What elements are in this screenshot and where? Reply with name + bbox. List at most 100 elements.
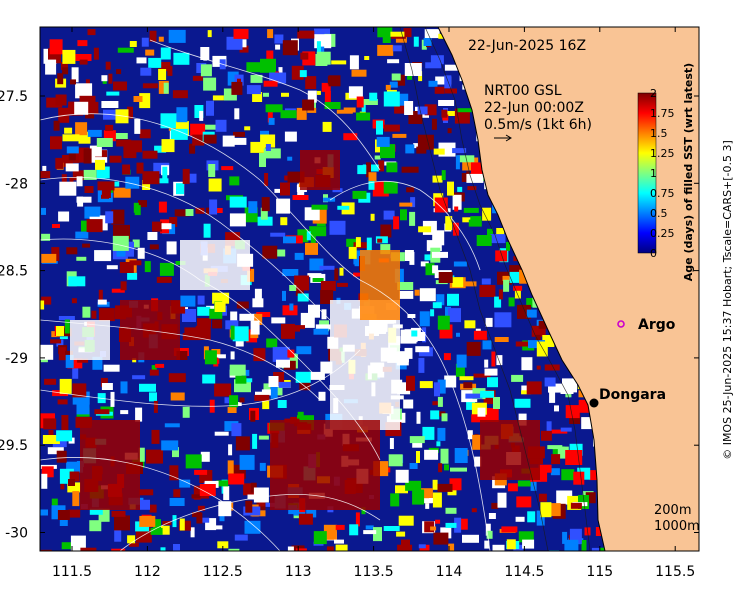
sst-age-pixel (424, 254, 434, 261)
sst-age-pixel (438, 463, 443, 473)
sst-age-pixel (389, 81, 398, 88)
sst-age-pixel (343, 133, 358, 141)
sst-age-pixel (484, 359, 489, 368)
sst-age-pixel (353, 242, 370, 249)
sst-age-pixel (250, 482, 257, 493)
sst-age-pixel (150, 527, 163, 535)
sst-age-pixel (184, 327, 199, 334)
sst-age-pixel (360, 99, 378, 105)
sst-age-blob (300, 150, 340, 190)
sst-age-pixel (144, 261, 151, 273)
sst-age-pixel (383, 181, 398, 194)
sst-age-pixel (573, 471, 585, 485)
sst-age-pixel (282, 290, 286, 301)
sst-age-pixel (252, 433, 258, 449)
sst-age-pixel (153, 519, 161, 529)
sst-age-pixel (368, 172, 377, 182)
sst-age-pixel (380, 224, 392, 238)
sst-age-pixel (170, 128, 188, 140)
sst-age-pixel (407, 314, 416, 318)
sst-age-pixel (546, 421, 552, 436)
x-tick-label: 112 (134, 564, 161, 580)
sst-age-pixel (417, 106, 428, 115)
sst-age-pixel (581, 540, 587, 551)
sst-age-pixel (49, 39, 63, 55)
sst-age-pixel (297, 229, 309, 243)
sst-age-pixel (306, 231, 314, 241)
sst-age-pixel (125, 176, 140, 189)
sst-age-pixel (589, 470, 603, 481)
sst-age-pixel (422, 426, 435, 440)
isotherm-contours (40, 39, 491, 551)
sst-age-pixel (349, 524, 359, 536)
sst-age-pixel (267, 29, 274, 39)
sst-age-pixel (272, 346, 290, 362)
sst-age-pixel (296, 346, 312, 355)
sst-age-pixel (43, 418, 57, 430)
sst-age-pixel (61, 415, 69, 430)
sst-age-pixel (169, 465, 179, 481)
sst-age-pixel (260, 207, 268, 220)
sst-age-pixel (383, 91, 400, 107)
sst-age-pixel (518, 413, 527, 426)
sst-age-pixel (258, 499, 265, 507)
sst-age-pixel (91, 310, 97, 319)
sst-age-pixel (441, 170, 446, 181)
sst-age-pixel (120, 281, 127, 291)
sst-age-pixel (487, 228, 493, 239)
sst-age-pixel (232, 326, 249, 342)
sst-age-pixel (58, 347, 66, 361)
sst-age-pixel (246, 62, 261, 73)
sst-age-pixel (62, 49, 76, 64)
sst-age-pixel (445, 507, 457, 514)
sst-age-pixel (263, 92, 269, 97)
sst-age-pixel (419, 381, 433, 389)
sst-age-pixel (433, 532, 449, 545)
sst-age-pixel (366, 237, 372, 251)
colorbar-tick-label: 1.25 (650, 147, 675, 160)
sst-age-pixel (173, 544, 180, 551)
sst-age-pixel (221, 166, 234, 171)
sst-age-pixel (41, 296, 52, 305)
sst-age-pixel (195, 325, 211, 340)
y-tick-label: -29.5 (0, 438, 28, 454)
sst-age-pixel (116, 245, 126, 257)
sst-age-pixel (248, 201, 258, 214)
plot-border (39, 26, 700, 552)
sst-age-pixel (346, 238, 359, 247)
sst-age-pixel (214, 431, 229, 436)
sst-age-pixel (312, 278, 324, 282)
sst-age-pixel (202, 374, 216, 384)
sst-age-pixel (406, 187, 415, 193)
sst-age-pixel (401, 166, 419, 173)
sst-age-pixel (41, 473, 48, 489)
sst-age-pixel (400, 209, 407, 221)
sst-age-pixel (172, 90, 188, 99)
sst-age-pixel (263, 383, 271, 392)
sst-age-pixel (496, 355, 503, 366)
sst-age-pixel (112, 235, 129, 251)
sst-age-pixel (229, 395, 239, 408)
sst-age-pixel (448, 308, 461, 323)
colorbar-tick-label: 0 (650, 247, 657, 260)
credit-text: © IMOS 25-Jun-2025 15:37 Hobart; Tscale=… (721, 140, 734, 460)
sst-age-pixel (174, 209, 190, 217)
sst-age-pixel (432, 302, 442, 309)
sst-age-pixel (182, 406, 190, 418)
sst-age-pixel (203, 134, 217, 144)
sst-age-pixel (536, 365, 541, 370)
sst-age-pixel (120, 381, 128, 394)
sst-age-pixel (482, 207, 492, 221)
sst-age-pixel (203, 77, 217, 91)
sst-age-pixel (66, 146, 79, 154)
sst-age-pixel (259, 462, 266, 471)
sst-age-pixel (163, 82, 169, 94)
sst-age-pixel (310, 228, 316, 244)
sst-age-blob (120, 300, 180, 360)
sst-age-pixel (515, 341, 533, 347)
sst-age-pixel (511, 374, 524, 382)
sst-age-pixel (235, 436, 250, 451)
sst-age-pixel (96, 138, 113, 147)
place-dongara: Dongara (589, 387, 666, 408)
sst-age-pixel (506, 539, 516, 550)
